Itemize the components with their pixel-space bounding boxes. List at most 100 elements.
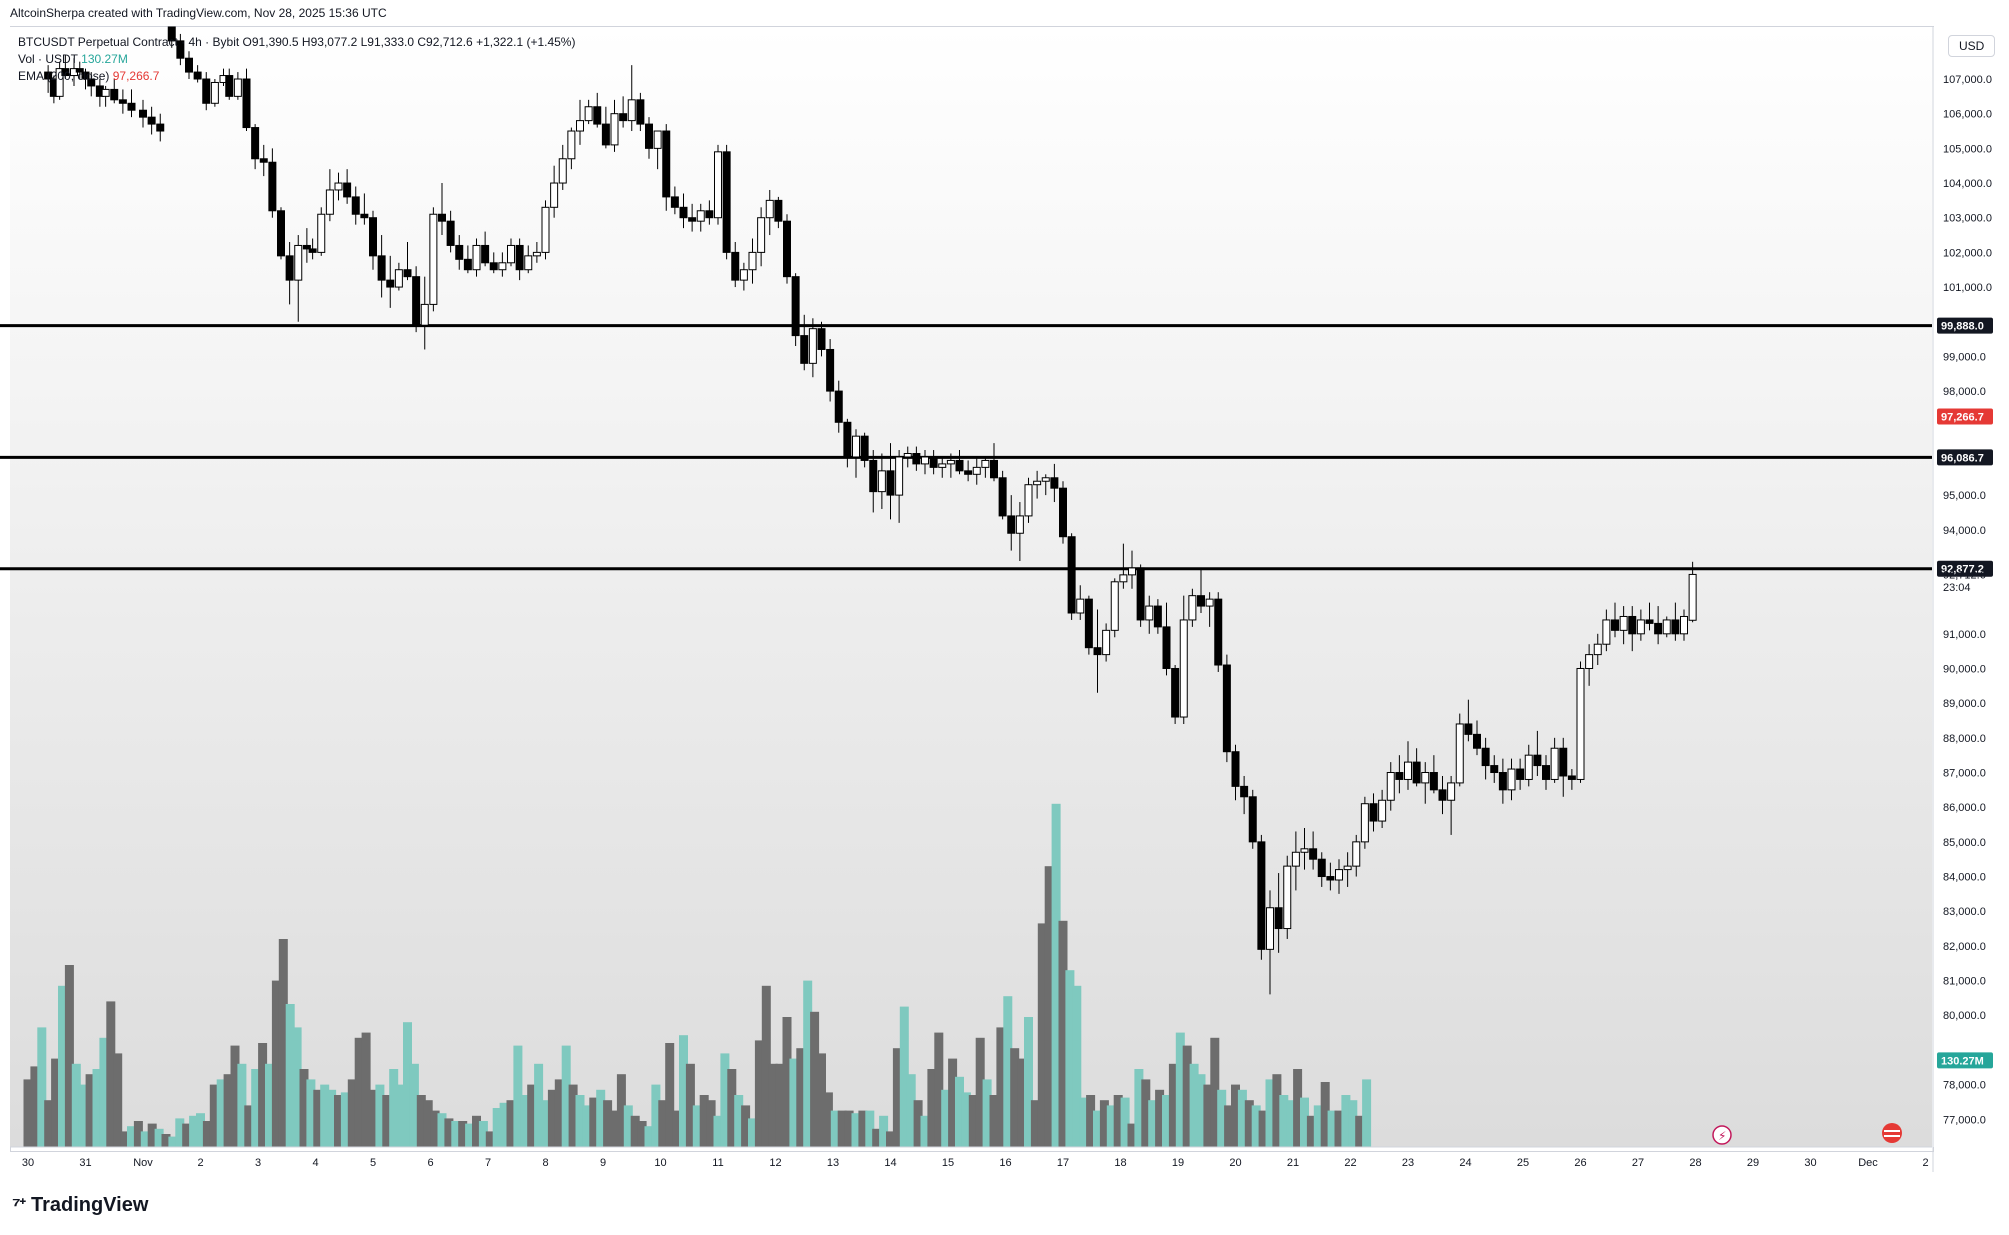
legend-volume[interactable]: Vol · USDT 130.27M xyxy=(18,51,575,68)
tradingview-brand[interactable]: ⁷ᐩ TradingView xyxy=(12,1193,148,1218)
volume-bar xyxy=(996,1027,1006,1147)
time-tick-label: 17 xyxy=(1057,1157,1069,1169)
candle-down xyxy=(783,220,791,278)
volume-bar xyxy=(292,1027,302,1147)
time-tick-label: 3 xyxy=(255,1157,261,1169)
volume-bar xyxy=(472,1115,481,1147)
volume-bar xyxy=(85,1074,95,1147)
volume-bar xyxy=(1313,1105,1323,1147)
time-tick-label: 16 xyxy=(999,1157,1011,1169)
volume-bar xyxy=(416,1095,426,1147)
candle-down xyxy=(1153,605,1162,628)
candle-down xyxy=(302,244,311,250)
candle-down xyxy=(1240,785,1249,798)
candle-up xyxy=(550,182,559,208)
volume-bar xyxy=(748,1118,757,1147)
volume-bar xyxy=(665,1043,675,1147)
price-tick-label: 105,000.0 xyxy=(1943,143,1992,155)
time-tick-label: 20 xyxy=(1229,1157,1241,1169)
time-tick-label: 13 xyxy=(827,1157,839,1169)
candle-up xyxy=(325,189,334,215)
candle-down xyxy=(463,258,472,271)
price-tick-label: 104,000.0 xyxy=(1943,178,1992,190)
volume-bar xyxy=(334,1095,343,1147)
volume-bar xyxy=(989,1095,999,1147)
candle-up xyxy=(1335,869,1343,881)
time-tick-label: 24 xyxy=(1459,1157,1471,1169)
volume-bar xyxy=(1072,985,1082,1147)
volume-bar xyxy=(1217,1089,1227,1147)
candle-down xyxy=(87,78,96,87)
candle-down xyxy=(308,248,317,253)
candle-up xyxy=(1015,515,1024,534)
volume-bar xyxy=(1099,1100,1109,1147)
volume-bar xyxy=(1175,1032,1185,1147)
volume-bar xyxy=(120,1131,130,1147)
candle-up xyxy=(1179,619,1188,718)
candle-down xyxy=(1611,619,1619,631)
price-tick-label: 83,000.0 xyxy=(1943,906,1986,918)
time-tick-label: 25 xyxy=(1517,1157,1529,1169)
legend-ema[interactable]: EMA (200, close) 97,266.7 xyxy=(18,68,575,85)
volume-bar xyxy=(1251,1105,1261,1147)
volume-bar xyxy=(941,1089,951,1147)
candle-down xyxy=(167,26,176,42)
volume-bar xyxy=(679,1035,688,1147)
time-tick-label: 28 xyxy=(1689,1157,1701,1169)
volume-bar xyxy=(1237,1089,1247,1147)
time-tick-label: 7 xyxy=(485,1157,491,1169)
time-tick-label: 22 xyxy=(1344,1157,1356,1169)
volume-bar xyxy=(58,985,67,1147)
currency-selector[interactable]: USD xyxy=(1948,35,1996,57)
legend-volume-value: 130.27M xyxy=(81,52,128,66)
candle-down xyxy=(774,199,783,222)
volume-bar xyxy=(99,1037,109,1147)
time-tick-label: 26 xyxy=(1574,1157,1586,1169)
volume-bar xyxy=(127,1126,136,1147)
candle-up xyxy=(1041,477,1050,482)
volume-bar xyxy=(761,985,771,1147)
candle-up xyxy=(584,106,593,122)
candle-up xyxy=(1585,654,1594,669)
volume-bar xyxy=(23,1079,33,1147)
candle-down xyxy=(1326,876,1335,881)
candle-down xyxy=(601,123,610,146)
volume-bar xyxy=(879,1115,889,1147)
candle-down xyxy=(886,470,895,496)
candle-down xyxy=(185,57,193,73)
candle-down xyxy=(636,99,645,125)
volume-bar xyxy=(189,1115,199,1147)
legend-symbol[interactable]: BTCUSDT Perpetual Contract · 4h · Bybit … xyxy=(18,34,575,51)
price-badge xyxy=(1937,1052,1993,1069)
time-tick-label: 12 xyxy=(769,1157,781,1169)
candle-up xyxy=(765,199,774,219)
price-tick-label: 103,000.0 xyxy=(1943,213,1992,225)
candle-down xyxy=(1645,619,1654,624)
candle-down xyxy=(1395,772,1404,780)
candle-down xyxy=(268,161,277,212)
candle-up xyxy=(1378,799,1387,822)
candle-down xyxy=(645,123,653,149)
price-tick-label: 107,000.0 xyxy=(1943,74,1992,86)
candle-up xyxy=(420,303,429,326)
candle-up xyxy=(101,88,110,97)
candle-down xyxy=(193,71,202,80)
candle-down xyxy=(998,477,1007,517)
candle-down xyxy=(1050,477,1059,489)
volume-bar xyxy=(1093,1110,1102,1147)
time-tick-label: 5 xyxy=(370,1157,376,1169)
candle-down xyxy=(955,459,964,472)
candle-down xyxy=(670,196,679,208)
volume-bar xyxy=(423,1100,433,1147)
volume-bar xyxy=(154,1128,164,1147)
volume-bar xyxy=(64,965,74,1147)
candle-down xyxy=(679,206,688,219)
candle-down xyxy=(360,213,369,219)
candle-down xyxy=(1093,647,1102,656)
price-tick-label: 85,000.0 xyxy=(1943,837,1986,849)
candle-down xyxy=(1464,723,1473,735)
candle-up xyxy=(1283,865,1292,930)
price-tick-label: 86,000.0 xyxy=(1943,802,1986,814)
candle-up xyxy=(757,217,766,253)
candlestick-chart[interactable]: 107,000.0 106,000.0 105,000.0 104,000.0 103,… xyxy=(0,0,2009,1180)
